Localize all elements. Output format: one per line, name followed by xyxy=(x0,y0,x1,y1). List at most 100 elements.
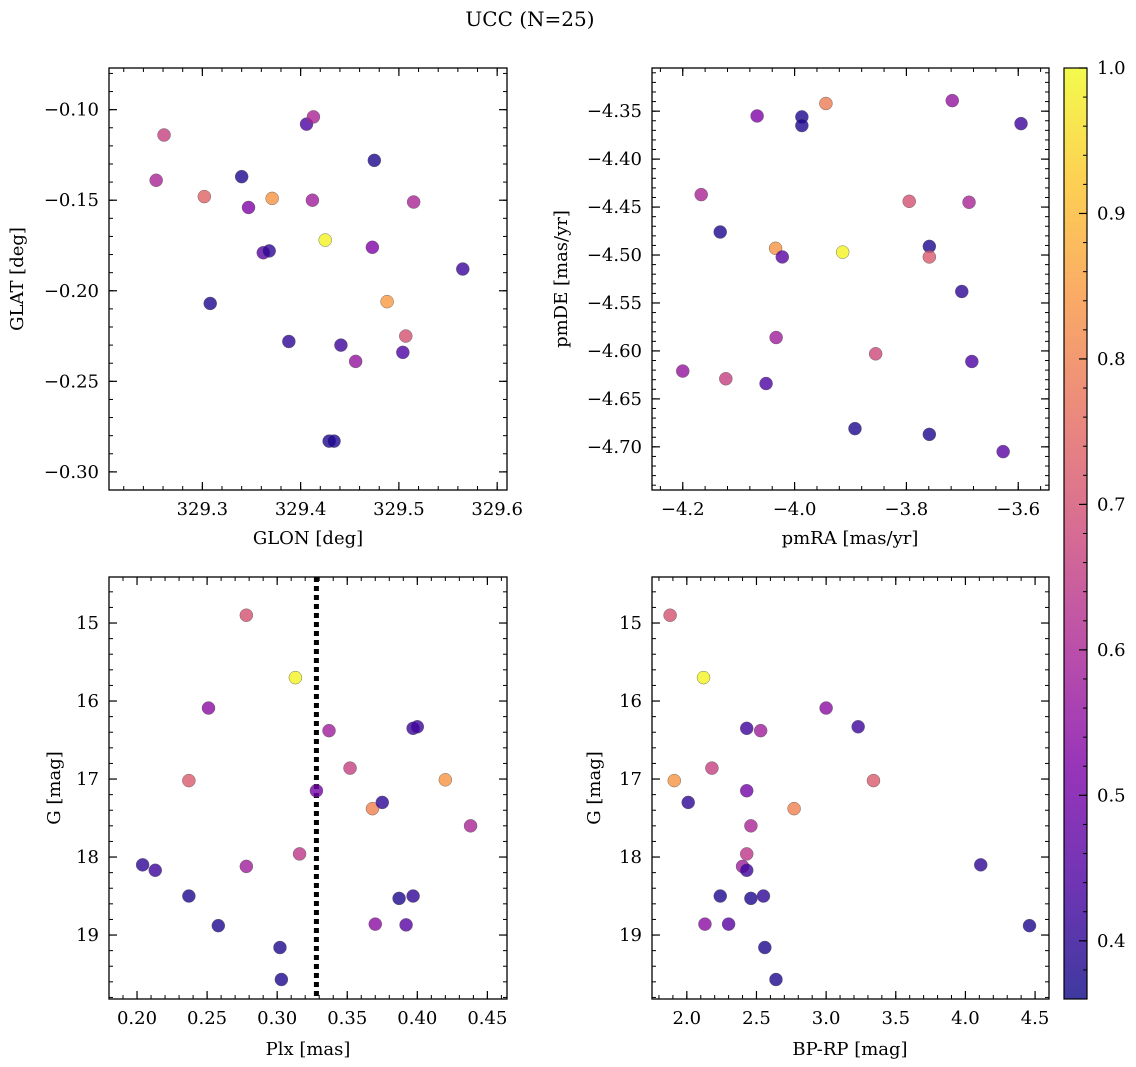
scatter-point xyxy=(262,244,276,258)
y-axis-label: pmDE [mas/yr] xyxy=(551,210,572,348)
scatter-point xyxy=(787,801,801,816)
scatter-point xyxy=(902,194,916,209)
scatter-point xyxy=(759,376,773,391)
scatter-point xyxy=(234,169,249,184)
scatter-point xyxy=(744,819,758,833)
y-axis-label: GLAT [deg] xyxy=(7,227,28,331)
scatter-point xyxy=(305,193,320,207)
scatter-point xyxy=(868,347,883,361)
scatter-point xyxy=(694,187,708,202)
y-tick-label: 16 xyxy=(619,691,642,712)
x-tick-label: 2.5 xyxy=(742,1008,771,1029)
scatter-point xyxy=(795,118,809,133)
figure-title: UCC (N=25) xyxy=(465,7,594,31)
x-tick-label: −3.8 xyxy=(885,499,929,520)
scatter-point xyxy=(438,773,453,787)
scatter-point xyxy=(135,858,150,872)
scatter-point xyxy=(463,819,478,833)
axes-frame xyxy=(651,576,1050,1000)
scatter-point xyxy=(848,421,862,436)
colorbar: 0.4 0.5 0.6 0.7 0.8 0.9 1.0 xyxy=(1063,58,1126,1000)
scatter-point xyxy=(1014,116,1028,131)
x-tick-label: 4.5 xyxy=(1021,1008,1050,1029)
scatter-point xyxy=(744,891,758,906)
scatter-point xyxy=(698,917,712,931)
scatter-point xyxy=(456,262,470,276)
scatter-point xyxy=(753,723,768,738)
scatter-point xyxy=(348,354,363,369)
colorbar-tick-label: 0.4 xyxy=(1097,931,1126,952)
scatter-point xyxy=(365,801,380,816)
x-tick-label: 0.35 xyxy=(327,1008,367,1029)
scatter-points xyxy=(135,577,478,999)
scatter-point xyxy=(713,225,727,239)
scatter-point xyxy=(239,859,254,874)
y-tick-label: −4.60 xyxy=(587,341,642,362)
scatter-point xyxy=(392,891,406,906)
scatter-point xyxy=(756,889,771,903)
scatter-points xyxy=(149,110,470,448)
x-tick-label: 0.25 xyxy=(187,1008,227,1029)
scatter-point xyxy=(922,250,937,264)
y-tick-label: 19 xyxy=(76,925,99,946)
scatter-point xyxy=(681,795,695,810)
y-tick-label: 18 xyxy=(619,847,642,868)
ticks: 329.3 329.4 329.5 329.6 −0.10 −0.15 −0.20 −0.25… xyxy=(44,68,523,520)
scatter-point xyxy=(368,917,382,931)
colorbar-tick-label: 0.5 xyxy=(1097,785,1126,806)
axes-frame xyxy=(108,67,508,491)
x-tick-label: 329.6 xyxy=(471,499,523,520)
scatter-point xyxy=(974,858,988,872)
x-tick-label: 3.5 xyxy=(881,1008,910,1029)
scatter-point xyxy=(750,109,764,123)
scatter-point xyxy=(819,96,833,111)
scatter-point xyxy=(713,889,727,903)
y-tick-label: 16 xyxy=(76,691,99,712)
scatter-points xyxy=(676,93,1028,459)
y-tick-label: −4.35 xyxy=(587,101,642,122)
scatter-point xyxy=(318,233,332,247)
scatter-point xyxy=(663,608,677,622)
scatter-point xyxy=(721,917,736,931)
scatter-point xyxy=(740,784,754,798)
panel-glon-glat: 329.3 329.4 329.5 329.6 −0.10 −0.15 −0.20 −0.25… xyxy=(7,67,523,549)
scatter-point xyxy=(197,189,212,204)
colorbar-tick-label: 0.7 xyxy=(1097,494,1126,515)
y-tick-label: −4.50 xyxy=(587,245,642,266)
y-tick-label: −0.25 xyxy=(44,371,99,392)
scatter-point xyxy=(945,93,959,108)
scatter-point xyxy=(288,670,303,685)
scatter-point xyxy=(740,721,754,736)
x-tick-label: 329.4 xyxy=(275,499,327,520)
colorbar-tick-label: 0.9 xyxy=(1097,203,1126,224)
scatter-point xyxy=(667,773,681,788)
x-tick-label: 3.0 xyxy=(812,1008,841,1029)
scatter-point xyxy=(955,284,969,299)
x-tick-label: 0.45 xyxy=(467,1008,507,1029)
scatter-point xyxy=(265,191,279,206)
x-tick-label: 329.5 xyxy=(373,499,425,520)
panel-pmra-pmde: −4.2 −4.0 −3.8 −3.6 −4.35 −4.40 −4.45 −4.50 −4.5… xyxy=(551,67,1050,549)
scatter-point xyxy=(962,195,976,209)
scatter-point xyxy=(399,918,413,932)
scatter-point xyxy=(775,250,789,264)
panel-bprp-g: 2.0 2.5 3.0 3.5 4.0 4.5 15 16 17 18 19 BP-RP [mag]… xyxy=(584,576,1050,1060)
ticks: 2.0 2.5 3.0 3.5 4.0 4.5 15 16 17 18 19 xyxy=(619,577,1050,1029)
scatter-point xyxy=(835,245,850,259)
colorbar-tick-label: 0.8 xyxy=(1097,349,1126,370)
scatter-point xyxy=(182,773,196,788)
scatter-point xyxy=(769,330,783,345)
y-tick-label: 17 xyxy=(76,769,99,790)
scatter-point xyxy=(149,173,163,187)
y-tick-label: −4.40 xyxy=(587,149,642,170)
scatter-point xyxy=(334,338,348,352)
y-tick-label: −0.20 xyxy=(44,281,99,302)
scatter-point xyxy=(696,670,711,685)
x-axis-label: GLON [deg] xyxy=(253,528,363,549)
scatter-point xyxy=(322,723,336,738)
x-tick-label: 0.20 xyxy=(117,1008,157,1029)
scatter-point xyxy=(965,354,979,369)
scatter-point xyxy=(922,427,937,442)
scatter-point xyxy=(380,294,394,309)
